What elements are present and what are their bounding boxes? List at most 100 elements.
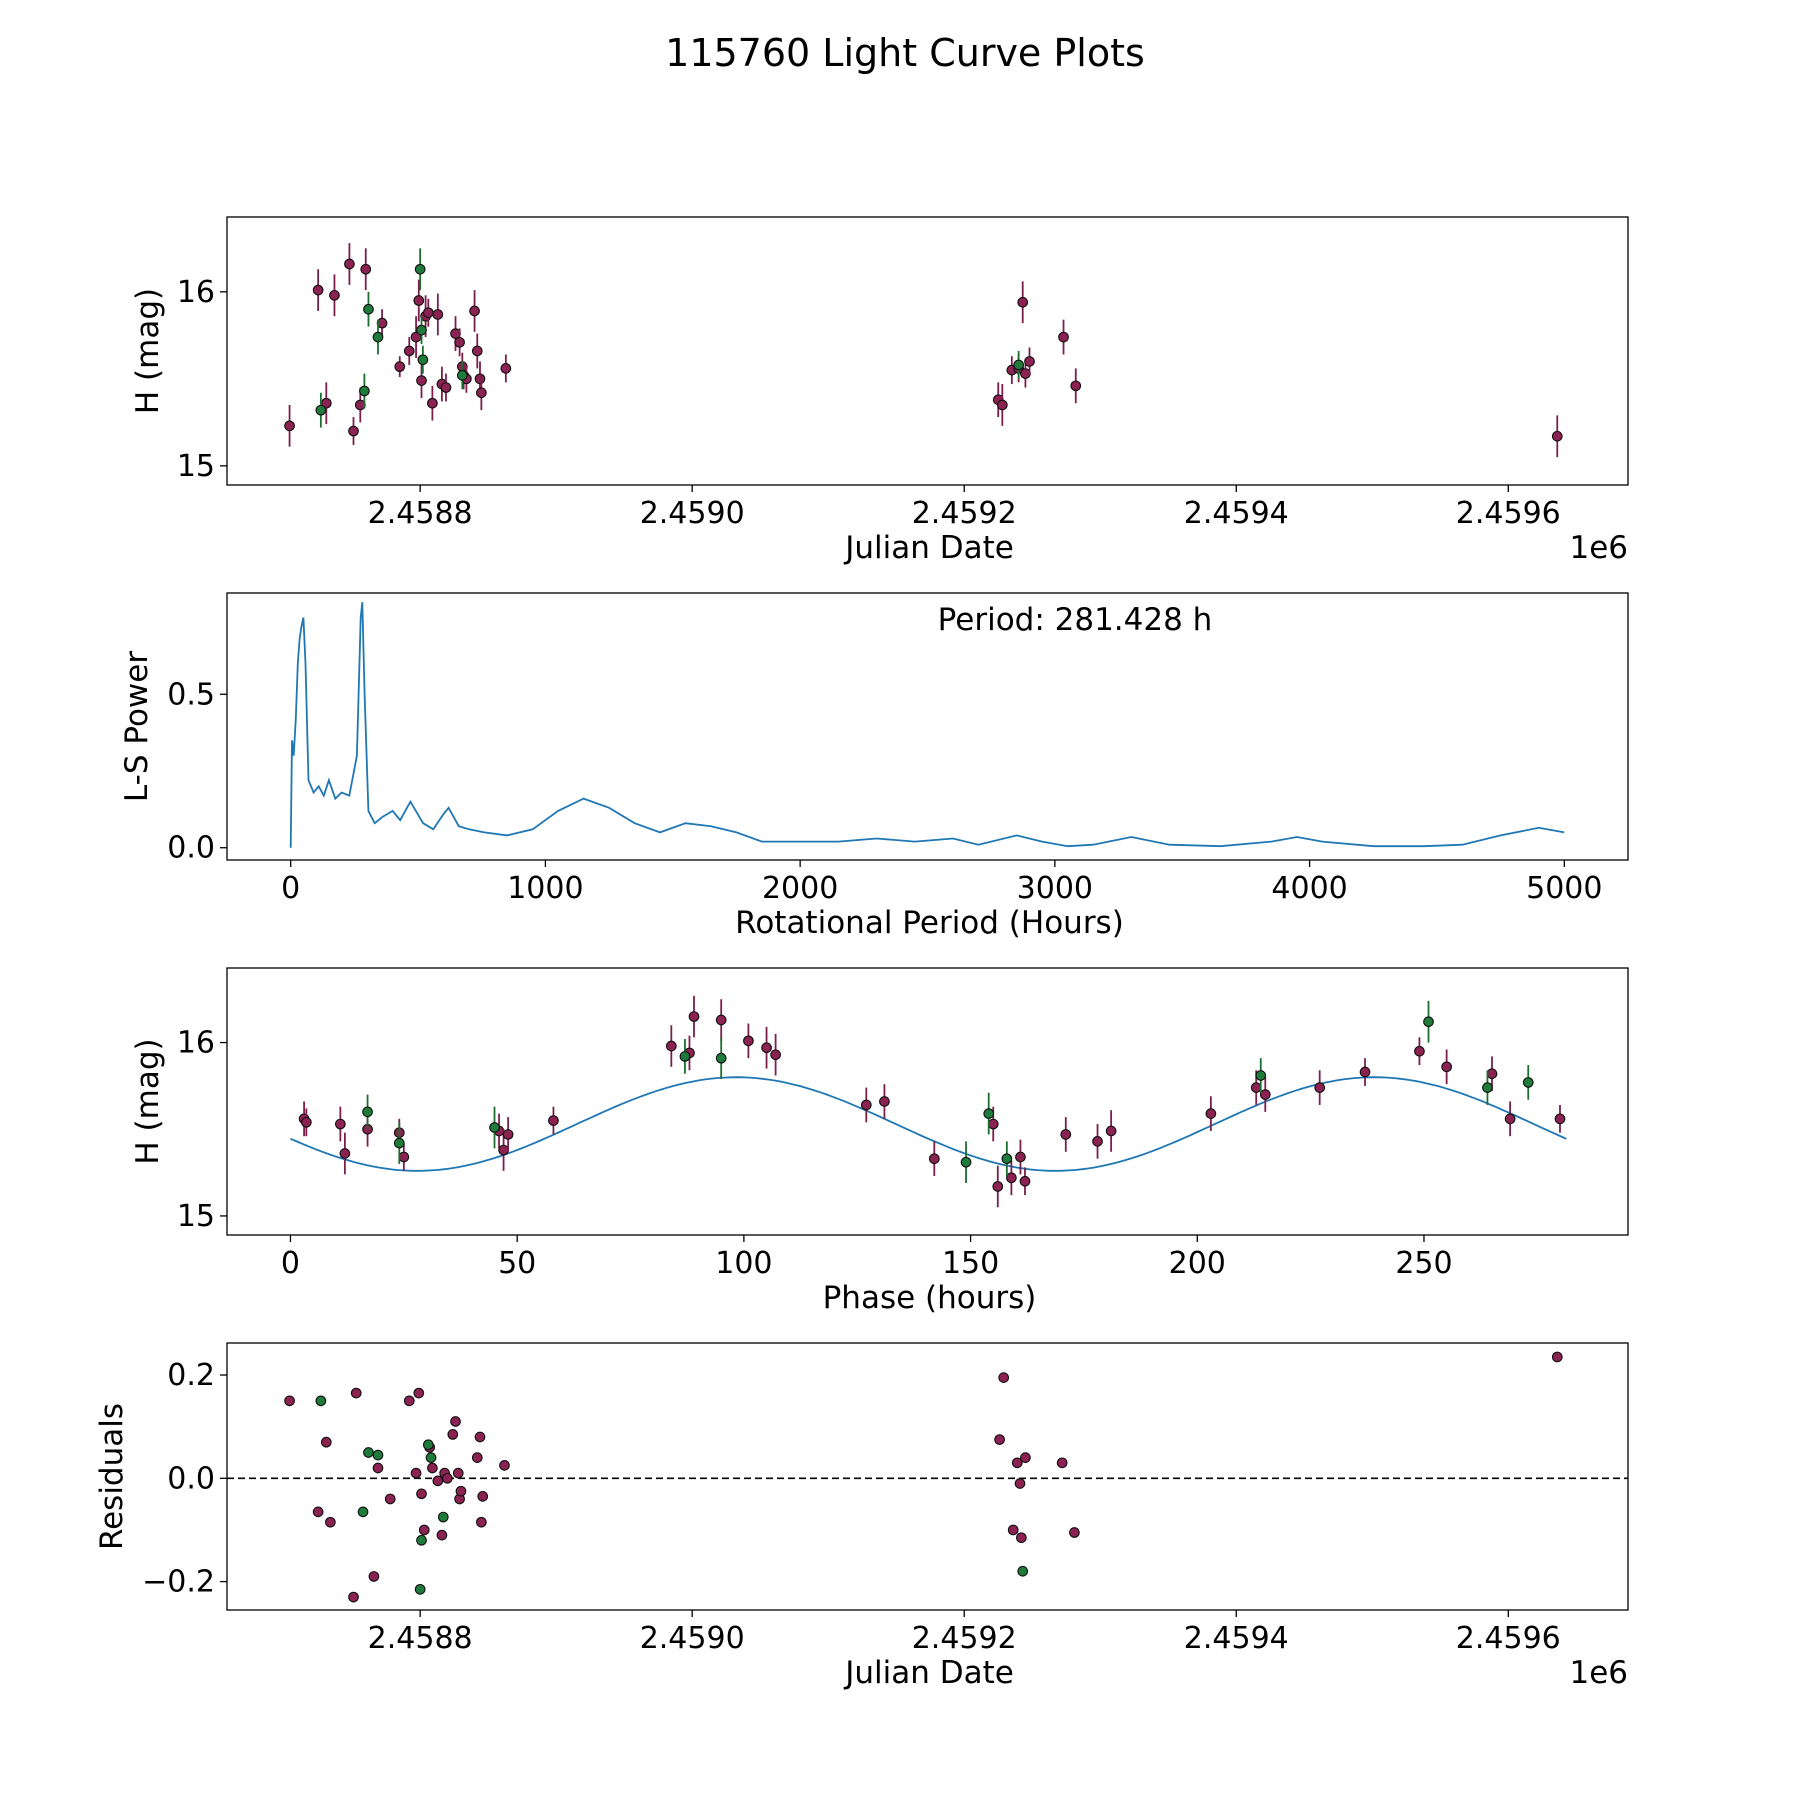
data-point	[960, 1156, 972, 1168]
data-point	[1056, 1457, 1068, 1469]
data-point	[1019, 1175, 1031, 1187]
data-point	[983, 1108, 995, 1119]
y-tick-label: 16	[177, 1026, 215, 1061]
data-point	[1414, 1045, 1425, 1057]
y-tick-label: 0.2	[167, 1358, 215, 1393]
data-point	[998, 1372, 1010, 1383]
data-point	[334, 1118, 346, 1130]
data-point	[422, 1439, 434, 1451]
data-point	[320, 1436, 332, 1448]
data-point	[476, 387, 487, 399]
x-tick-label: 2.4588	[368, 496, 473, 531]
data-point	[360, 263, 372, 275]
data-point	[928, 1153, 940, 1165]
data-point	[454, 336, 465, 348]
data-point	[393, 1137, 405, 1149]
x-axis-label: Rotational Period (Hours)	[735, 905, 1124, 941]
data-point	[414, 263, 426, 275]
data-point	[403, 345, 415, 357]
data-point	[437, 1511, 449, 1523]
data-point	[432, 1475, 444, 1487]
data-point	[422, 307, 434, 319]
data-point	[761, 1042, 772, 1054]
x-tick-label: 2.4592	[912, 496, 1017, 531]
data-point	[1016, 1532, 1027, 1544]
x-tick-label: 3000	[1017, 871, 1093, 906]
data-point	[440, 382, 452, 393]
data-point	[372, 1449, 384, 1461]
x-tick-label: 2.4588	[368, 1621, 473, 1656]
data-point	[1058, 331, 1069, 343]
data-point	[469, 305, 480, 317]
x-tick-label: 250	[1395, 1246, 1452, 1281]
data-point	[368, 1571, 380, 1582]
data-point	[416, 375, 427, 386]
data-point	[474, 373, 486, 385]
data-point	[1092, 1136, 1103, 1147]
data-point	[715, 1014, 727, 1026]
data-point	[1255, 1070, 1267, 1081]
data-point	[688, 1011, 700, 1022]
data-point	[413, 295, 425, 306]
data-point	[456, 370, 468, 381]
x-tick-label: 5000	[1526, 871, 1602, 906]
period-annotation: Period: 281.428 h	[938, 602, 1213, 638]
data-point	[398, 1151, 410, 1163]
data-point	[450, 1416, 461, 1427]
data-point	[1011, 1457, 1023, 1469]
y-axis-label: Residuals	[94, 1403, 130, 1550]
data-point	[1070, 380, 1082, 392]
data-point	[350, 1387, 362, 1399]
data-point	[987, 1118, 999, 1130]
data-point	[1007, 1524, 1019, 1536]
data-point	[1017, 1565, 1029, 1577]
data-point	[665, 1040, 677, 1052]
data-point	[372, 331, 384, 343]
data-point	[363, 303, 374, 315]
x-axis-label: Julian Date	[843, 530, 1014, 566]
x-offset-label: 1e6	[1569, 530, 1628, 566]
data-point	[410, 1467, 422, 1479]
data-point	[300, 1116, 312, 1128]
data-point	[362, 1106, 373, 1118]
x-tick-label: 0	[281, 871, 300, 906]
data-point	[1522, 1077, 1534, 1088]
axes-frame	[226, 592, 1629, 861]
data-point	[315, 1395, 327, 1407]
x-tick-label: 2.4596	[1456, 496, 1561, 531]
data-point	[348, 425, 359, 437]
panel-residuals: 2.4588 2.4590 2.4592 2.4594 2.4596 −0.2 0.0 0.2…	[94, 1342, 1629, 1691]
y-axis-label: L-S Power	[119, 651, 155, 802]
data-point	[414, 1583, 426, 1595]
data-point	[418, 1524, 430, 1536]
x-tick-label: 50	[498, 1246, 536, 1281]
data-point	[994, 1434, 1005, 1445]
data-point	[992, 1181, 1004, 1192]
data-point	[348, 1591, 359, 1603]
data-point	[1482, 1082, 1493, 1093]
x-tick-label: 4000	[1271, 871, 1347, 906]
data-point	[339, 1148, 351, 1159]
data-point	[1006, 1172, 1017, 1184]
data-point	[1017, 296, 1029, 308]
x-tick-label: 2.4590	[640, 496, 745, 531]
y-axis-label: H (mag)	[130, 288, 166, 414]
x-axis-label: Julian Date	[843, 1655, 1014, 1691]
data-point	[312, 284, 324, 296]
periodogram-line	[289, 602, 1565, 848]
data-point	[403, 1395, 415, 1407]
data-point	[1504, 1113, 1516, 1125]
data-point	[499, 1460, 510, 1471]
x-tick-label: 200	[1169, 1246, 1226, 1281]
x-tick-label: 1000	[507, 871, 583, 906]
data-point	[1359, 1066, 1371, 1078]
data-point	[1441, 1061, 1452, 1073]
data-point	[715, 1052, 727, 1064]
y-tick-label: 15	[177, 449, 215, 484]
data-point	[1423, 1016, 1434, 1028]
data-point	[474, 1431, 486, 1443]
data-point	[1250, 1082, 1262, 1093]
panel-lightcurve: 2.4588 2.4590 2.4592 2.4594 2.4596 15 16 Julian…	[130, 216, 1629, 566]
data-point	[436, 1529, 448, 1541]
data-point	[996, 399, 1008, 411]
